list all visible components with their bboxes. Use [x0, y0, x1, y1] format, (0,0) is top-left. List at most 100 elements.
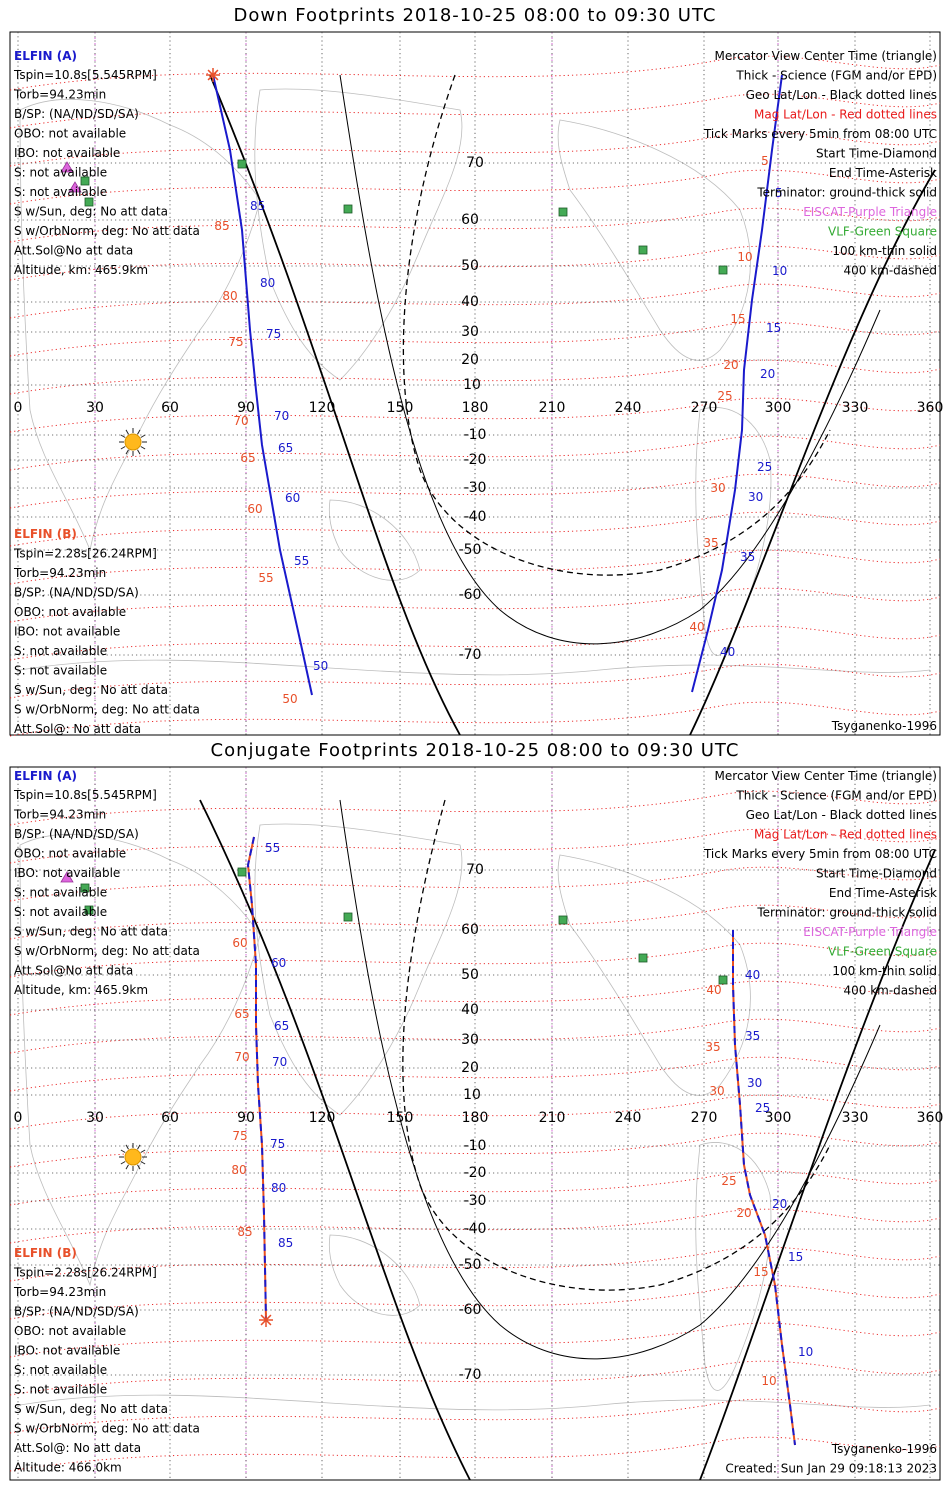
lat-tick-label: -70 — [459, 1367, 482, 1383]
elfin-a-info-line: B/SP: (NA/ND/SD/SA) — [14, 827, 139, 841]
lon-tick-label: 30 — [86, 400, 104, 416]
vlf-square-icon — [558, 207, 568, 217]
legend-line: Thick - Science (FGM and/or EPD) — [735, 789, 937, 803]
legend-line: 100 km-thin solid — [832, 964, 937, 978]
vlf-square-icon — [84, 197, 94, 207]
lat-tick-label: -20 — [464, 452, 487, 468]
elfin-a-info-line: S: not available — [14, 886, 107, 900]
model-label: Tsyganenko-1996 — [831, 719, 937, 733]
land-outline — [19, 659, 931, 676]
legend-line: Tick Marks every 5min from 08:00 UTC — [703, 847, 937, 861]
track-b-mlat-label: 10 — [761, 1374, 776, 1388]
track-b-mlat-label: 35 — [703, 536, 718, 550]
lon-tick-label: 180 — [462, 1110, 489, 1126]
vlf-square-icon — [718, 265, 728, 275]
lon-tick-label: 210 — [539, 1110, 566, 1126]
lat-tick-label: 20 — [461, 352, 479, 368]
track-b-mlat-label: 40 — [689, 620, 704, 634]
legend-line: End Time-Asterisk — [829, 166, 937, 180]
track-b-time-label: 10 — [798, 1345, 813, 1359]
track-b-mlat-label: 15 — [753, 1265, 768, 1279]
land-outline — [19, 833, 261, 1287]
track-b-time-label: 30 — [748, 490, 763, 504]
sun-ray — [120, 1149, 126, 1153]
track-b-time-label: 40 — [720, 645, 735, 659]
lat-tick-label: 40 — [461, 1002, 479, 1018]
eiscat-triangle-icon — [60, 871, 74, 883]
elfin-a-header: ELFIN (A) — [14, 49, 77, 63]
track-a-mlat-label: 85 — [237, 1225, 252, 1239]
vlf-square-icon — [718, 975, 728, 985]
elfin-b-header: ELFIN (B) — [14, 527, 77, 541]
legend-line: Terminator: ground-thick solid — [756, 186, 937, 200]
elfin-b-info-line: IBO: not available — [14, 625, 120, 639]
map-down-footprints: 0 30 60 90 120 150 180 210 240 270 300 330 360 70 60 50… — [9, 31, 944, 740]
track-a-mlat-label: 75 — [228, 335, 243, 349]
elfin-a-info-line: Torb=94.23min — [13, 88, 106, 102]
legend-line: Tick Marks every 5min from 08:00 UTC — [703, 127, 937, 141]
lat-tick-label: -20 — [464, 1165, 487, 1181]
track-a-time-label: 75 — [270, 1137, 285, 1151]
track-a-mlat-label: 55 — [258, 571, 273, 585]
elfin-b-info-line: B/SP: (NA/ND/SD/SA) — [14, 1305, 139, 1319]
lat-tick-label: -60 — [459, 1302, 482, 1318]
terminator-line — [209, 74, 461, 736]
track-a-mlat-label: 65 — [240, 451, 255, 465]
elfin-b-info-line: B/SP: (NA/ND/SD/SA) — [14, 586, 139, 600]
track-b-time-label: 35 — [740, 550, 755, 564]
elfin-b-info-line: S w/Sun, deg: No att data — [14, 683, 168, 697]
sun-ray — [137, 429, 141, 435]
lon-tick-label: 360 — [917, 1110, 944, 1126]
elfin-b-info-line: Altitude: 466.0km — [14, 1461, 122, 1475]
sun-icon — [124, 433, 142, 451]
track-b-mlat-label: 40 — [706, 983, 721, 997]
track-a-mlat-label: 60 — [232, 936, 247, 950]
vlf-square-icon — [80, 883, 90, 893]
lon-tick-label: 180 — [462, 400, 489, 416]
lon-tick-label: 360 — [917, 400, 944, 416]
land-outline — [557, 119, 751, 361]
panel-title-conjugate: Conjugate Footprints 2018-10-25 08:00 to… — [210, 740, 740, 761]
elfin-b-info-line: Att.Sol@: No att data — [14, 722, 141, 736]
lat-tick-label: 10 — [463, 377, 481, 393]
track-b-time-label: 20 — [760, 367, 775, 381]
land-outline — [254, 88, 463, 381]
legend-line: Terminator: ground-thick solid — [756, 906, 937, 920]
track-a-mlat-label: 65 — [234, 1007, 249, 1021]
vlf-square-icon — [237, 159, 247, 169]
legend-line: Geo Lat/Lon - Black dotted lines — [746, 88, 937, 102]
elfin-b-info-line: S: not available — [14, 644, 107, 658]
sun-ray — [140, 434, 146, 438]
track-a-time-label: 65 — [274, 1019, 289, 1033]
elfin-a-info-line: Tspin=10.8s[5.545RPM] — [13, 68, 157, 82]
lon-tick-label: 270 — [691, 400, 718, 416]
lat-tick-label: 20 — [461, 1060, 479, 1076]
terminator-100km — [339, 74, 881, 645]
elfin-a-info-line: Tspin=10.8s[5.545RPM] — [13, 788, 157, 802]
track-a-mlat-label: 80 — [222, 289, 237, 303]
elfin-b-info-line: S w/OrbNorm, deg: No att data — [14, 703, 200, 717]
lat-tick-label: -60 — [459, 587, 482, 603]
lat-tick-label: 10 — [463, 1087, 481, 1103]
elfin-a-info-line: IBO: not available — [14, 146, 120, 160]
legend-line: Geo Lat/Lon - Black dotted lines — [746, 808, 937, 822]
sun-ray — [125, 1144, 129, 1150]
sun-ray — [120, 434, 126, 438]
elfin-a-info-line: OBO: not available — [14, 847, 126, 861]
lon-tick-label: 330 — [842, 400, 869, 416]
track-a-time-label: 60 — [271, 956, 286, 970]
elfin-b-info-line: OBO: not available — [14, 605, 126, 619]
lon-tick-label: 240 — [615, 1110, 642, 1126]
track-b-time-label: 30 — [747, 1076, 762, 1090]
legend-line: Start Time-Diamond — [816, 867, 937, 881]
lat-tick-label: 50 — [461, 967, 479, 983]
lat-tick-label: -40 — [464, 509, 487, 525]
track-a-time-label: 85 — [278, 1236, 293, 1250]
lat-tick-label: 70 — [466, 862, 484, 878]
lat-tick-label: -40 — [464, 1221, 487, 1237]
track-b-mlat-label: 20 — [736, 1206, 751, 1220]
track-elfin-b — [691, 74, 783, 693]
legend-line: Mag Lat/Lon - Red dotted lines — [754, 108, 937, 122]
lat-tick-label: -10 — [464, 427, 487, 443]
elfin-a-info-line: S w/OrbNorm, deg: No att data — [14, 944, 200, 958]
